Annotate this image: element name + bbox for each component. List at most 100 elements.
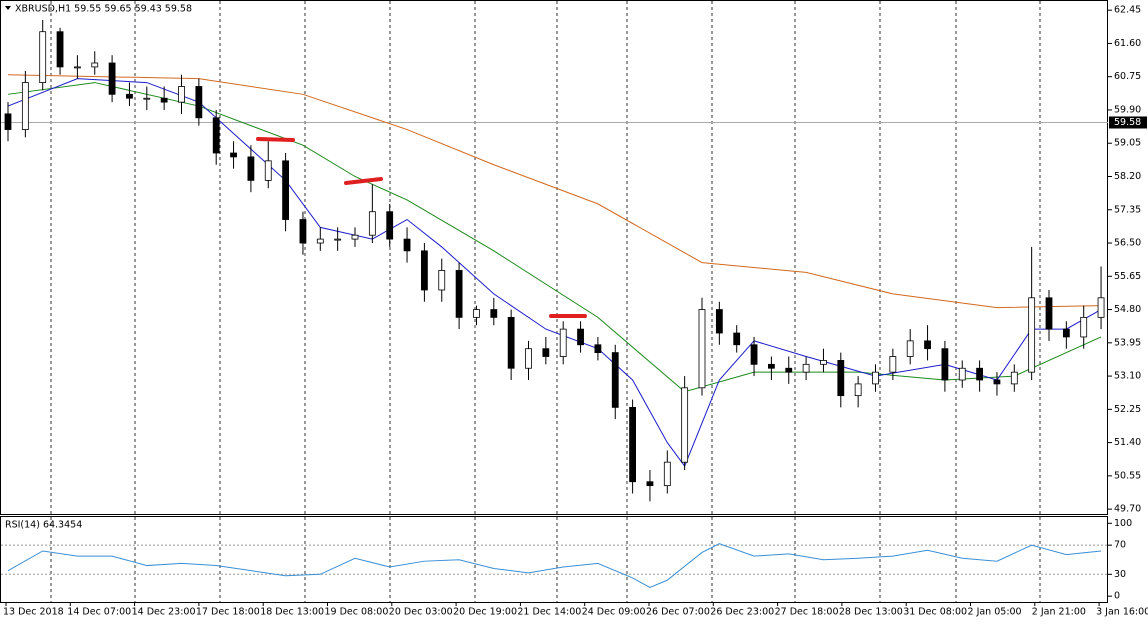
candle-body <box>889 356 897 373</box>
candle-body <box>611 352 619 408</box>
candle-body <box>264 160 272 181</box>
candle-body <box>854 383 862 397</box>
y-tick-label: 57.35 <box>1114 204 1141 215</box>
candle-body <box>1045 297 1053 330</box>
candle-body <box>195 86 203 119</box>
x-tick-label: 2 Jan 05:00 <box>968 607 1022 618</box>
x-tick-label: 14 Dec 23:00 <box>132 607 196 618</box>
candle-body <box>750 344 758 365</box>
rsi-pane <box>0 516 1108 603</box>
y-tick-label: 49.70 <box>1114 504 1141 515</box>
rsi-line <box>7 543 1102 588</box>
y-tick-label: 100 <box>1114 518 1132 529</box>
x-tick-label: 14 Dec 07:00 <box>67 607 131 618</box>
x-tick-label: 17 Dec 18:00 <box>196 607 260 618</box>
candle-body <box>958 367 966 381</box>
y-tick-label: 62.45 <box>1114 5 1141 16</box>
current-price-label: 59.58 <box>1114 117 1141 128</box>
y-tick-label: 70 <box>1114 540 1126 551</box>
y-tick-label: 53.10 <box>1114 371 1141 382</box>
y-tick-label: 50.55 <box>1114 470 1141 481</box>
candle-body <box>507 316 515 369</box>
candle-body <box>542 348 550 357</box>
annotation-mark <box>256 137 295 142</box>
candle-body <box>126 93 133 99</box>
candle-body <box>143 97 151 100</box>
candle-body <box>698 309 706 389</box>
candle-body <box>212 117 220 154</box>
candle-body <box>802 363 810 373</box>
candle-body <box>941 348 949 381</box>
candle-body <box>525 348 532 369</box>
candle-body <box>351 234 359 240</box>
candle-body <box>438 270 446 291</box>
candle-body <box>4 113 12 130</box>
candle-body <box>160 97 168 103</box>
x-tick-label: 21 Dec 14:00 <box>517 607 581 618</box>
candle-body <box>872 371 879 385</box>
candle-body <box>420 250 428 291</box>
y-tick-label: 58.20 <box>1114 171 1141 182</box>
candle-body <box>74 66 81 69</box>
y-tick-label: 0 <box>1114 591 1120 602</box>
price-pane <box>0 0 1108 515</box>
candle-body <box>1010 371 1018 385</box>
menu-triangle <box>5 6 11 10</box>
candle-body <box>577 328 584 346</box>
candle-body <box>1062 328 1070 338</box>
candle-body <box>733 332 741 346</box>
candle-body <box>559 328 567 357</box>
x-tick-label: 19 Dec 08:00 <box>325 607 389 618</box>
moving-average <box>7 74 1102 309</box>
candle-body <box>1028 297 1036 373</box>
candle-body <box>768 363 775 369</box>
y-tick-label: 56.50 <box>1114 238 1141 249</box>
x-tick-label: 3 Jan 16:00 <box>1096 607 1148 618</box>
candle-body <box>681 387 689 463</box>
candle-body <box>403 238 411 252</box>
candle-body <box>594 344 602 353</box>
x-tick-label: 13 Dec 2018 <box>3 607 64 618</box>
candle-body <box>924 340 931 350</box>
x-tick-label: 26 Dec 07:00 <box>646 607 710 618</box>
candle-body <box>282 160 290 220</box>
candle-body <box>455 270 463 318</box>
y-tick-label: 51.40 <box>1114 437 1141 448</box>
x-tick-label: 18 Dec 13:00 <box>260 607 324 618</box>
candle-body <box>368 211 376 236</box>
candle-body <box>1097 297 1105 318</box>
candle-body <box>39 31 47 83</box>
x-tick-label: 28 Dec 13:00 <box>839 607 903 618</box>
candle-body <box>230 152 237 158</box>
candle-body <box>490 309 498 318</box>
y-tick-label: 54.80 <box>1114 304 1141 315</box>
candle-body <box>715 309 723 334</box>
rsi-title: RSI(14) 64.3454 <box>5 520 82 531</box>
x-tick-label: 27 Dec 18:00 <box>775 607 839 618</box>
candle-body <box>473 309 480 318</box>
x-tick-label: 24 Dec 09:00 <box>582 607 646 618</box>
candle-body <box>976 367 983 381</box>
candle-body <box>837 360 845 397</box>
candle-body <box>1080 316 1088 338</box>
candle-body <box>91 62 99 68</box>
candle-body <box>646 481 654 487</box>
candle-body <box>21 82 29 130</box>
annotation-mark <box>344 177 383 185</box>
candle-body <box>993 379 1001 385</box>
candle-body <box>629 406 636 483</box>
candle-body <box>316 238 324 244</box>
y-tick-label: 61.60 <box>1114 38 1141 49</box>
plot-layer <box>1 1 1108 602</box>
candle-body <box>178 86 185 103</box>
y-tick-label: 60.75 <box>1114 71 1141 82</box>
candle-body <box>906 340 914 357</box>
x-tick-label: 26 Dec 23:00 <box>710 607 774 618</box>
y-tick-label: 59.90 <box>1114 104 1141 115</box>
chart-title: XBRUSD,H1 59.55 59.65 59.43 59.58 <box>15 4 192 15</box>
x-tick-label: 20 Dec 19:00 <box>453 607 517 618</box>
candle-body <box>820 360 827 365</box>
candle-body <box>247 156 255 181</box>
candle-body <box>663 461 671 487</box>
